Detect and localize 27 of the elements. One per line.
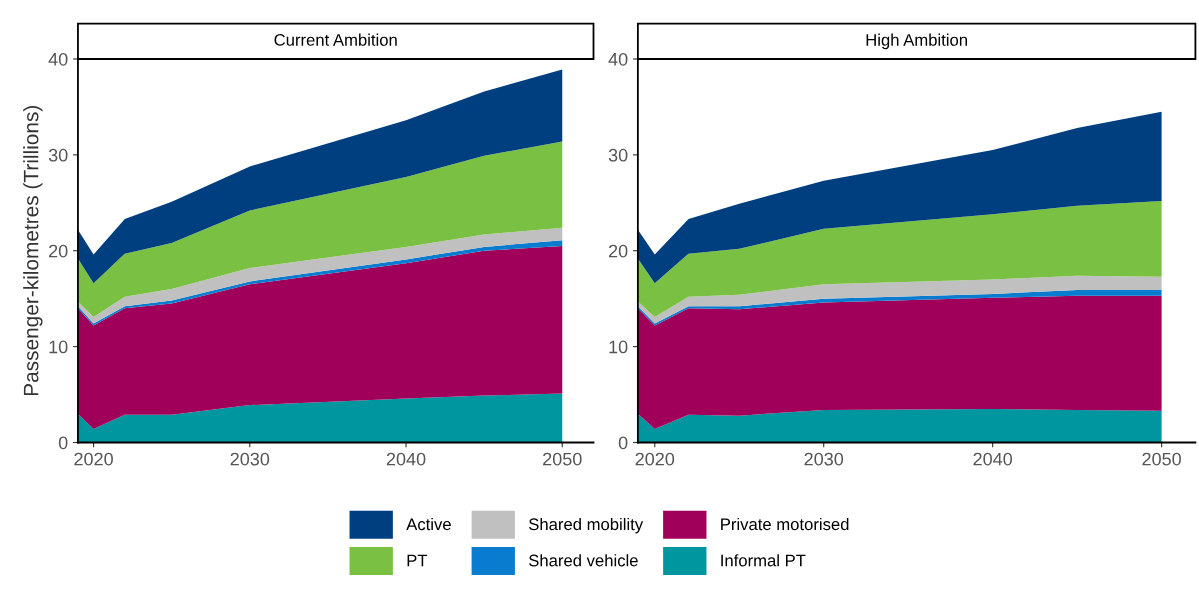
y-tick-label: 20 [49, 244, 68, 258]
legend-label: Private motorised [721, 517, 849, 531]
legend-label: Informal PT [721, 554, 806, 567]
y-tick-label: 30 [608, 148, 628, 162]
x-tick-label: 2050 [1142, 452, 1181, 466]
x-tick-label: 2020 [635, 452, 675, 466]
y-tick-label: 30 [48, 148, 68, 162]
y-tick-label: 0 [618, 436, 628, 450]
y-tick-label: 0 [58, 436, 68, 450]
y-tick-label: 10 [609, 340, 628, 354]
legend-label: Shared mobility [529, 517, 644, 534]
legend-label: PT [407, 554, 428, 567]
legend-label: Active [406, 517, 451, 531]
y-tick-label: 40 [48, 52, 68, 66]
x-tick-label: 2020 [74, 452, 113, 466]
chart-title: High Ambition [866, 33, 967, 50]
y-tick-label: 20 [608, 244, 628, 258]
chart-title: Current Ambition [274, 33, 397, 46]
y-axis-title: Passenger-kilometres (Trillions) [23, 105, 43, 396]
x-tick-label: 2040 [386, 452, 426, 466]
y-tick-label: 10 [49, 340, 68, 354]
x-tick-label: 2050 [543, 452, 582, 466]
x-tick-label: 2030 [230, 452, 270, 466]
x-tick-label: 2040 [973, 452, 1013, 466]
x-tick-label: 2030 [804, 452, 844, 466]
legend-label: Shared vehicle [529, 554, 638, 567]
y-tick-label: 40 [608, 52, 628, 66]
